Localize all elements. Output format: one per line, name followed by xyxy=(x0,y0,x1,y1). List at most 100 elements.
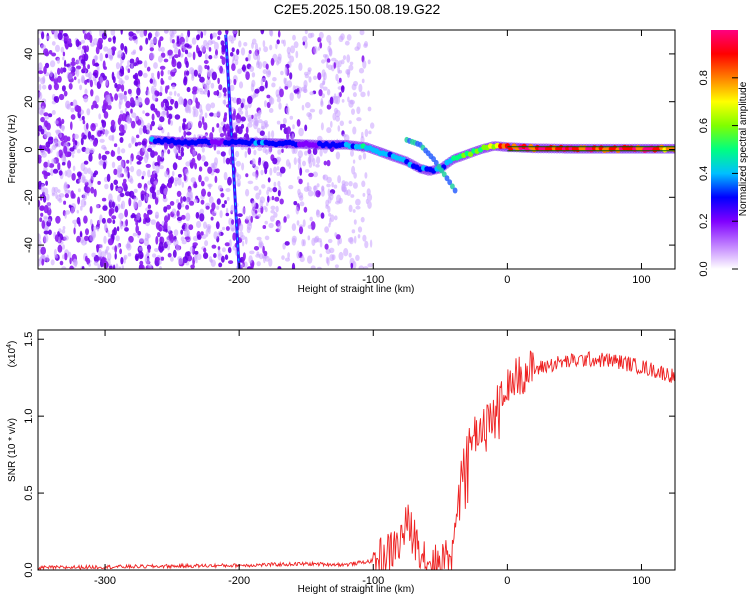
noise-speck xyxy=(188,67,195,75)
noise-speck xyxy=(221,255,225,263)
noise-speck xyxy=(136,169,142,177)
noise-speck xyxy=(212,32,217,38)
noise-speck xyxy=(154,197,159,205)
noise-speck xyxy=(313,185,317,191)
noise-speck xyxy=(55,129,61,134)
noise-speck xyxy=(77,106,82,113)
noise-speck xyxy=(68,38,72,45)
noise-speck xyxy=(350,149,354,157)
noise-speck xyxy=(266,94,271,99)
noise-speck xyxy=(44,120,48,128)
noise-speck xyxy=(67,251,72,259)
noise-speck xyxy=(150,103,156,111)
noise-speck xyxy=(356,117,362,122)
noise-speck xyxy=(201,188,206,197)
noise-speck xyxy=(65,100,70,109)
noise-speck xyxy=(319,42,323,49)
colorbar-tick-label: 0.2 xyxy=(698,214,710,229)
noise-speck xyxy=(64,181,68,189)
noise-speck xyxy=(105,246,110,251)
noise-speck xyxy=(216,123,220,128)
noise-speck xyxy=(367,59,371,65)
noise-speck xyxy=(70,121,73,130)
noise-speck xyxy=(193,198,198,204)
noise-speck xyxy=(158,55,163,63)
noise-speck xyxy=(232,30,237,35)
noise-speck xyxy=(352,182,358,189)
noise-speck xyxy=(147,122,151,128)
noise-speck xyxy=(341,184,347,193)
noise-speck xyxy=(107,37,112,43)
noise-speck xyxy=(98,248,102,258)
noise-speck xyxy=(203,252,209,259)
noise-speck xyxy=(268,108,274,113)
noise-speck xyxy=(157,155,161,164)
noise-speck xyxy=(327,188,331,197)
colorbar-label: Normalized spectral amplitude xyxy=(738,81,749,216)
noise-speck xyxy=(63,33,68,37)
noise-speck xyxy=(291,262,296,269)
noise-speck xyxy=(302,219,306,227)
noise-speck xyxy=(215,168,220,174)
noise-speck xyxy=(310,265,316,269)
noise-speck xyxy=(62,56,65,61)
noise-speck xyxy=(135,255,139,261)
noise-speck xyxy=(191,37,197,45)
noise-speck xyxy=(176,190,182,197)
noise-speck xyxy=(287,252,290,259)
noise-speck xyxy=(178,125,182,133)
noise-speck xyxy=(153,62,158,69)
noise-speck xyxy=(159,116,165,123)
noise-speck xyxy=(352,92,357,98)
noise-speck xyxy=(338,35,344,43)
noise-speck xyxy=(159,85,163,93)
noise-speck xyxy=(143,60,148,69)
noise-speck xyxy=(71,173,76,181)
noise-speck xyxy=(362,60,367,69)
noise-speck xyxy=(199,213,205,222)
noise-speck xyxy=(203,30,207,36)
noise-speck xyxy=(150,85,155,95)
noise-speck xyxy=(298,127,304,137)
noise-speck xyxy=(256,236,262,241)
noise-speck xyxy=(171,68,177,73)
noise-speck xyxy=(135,30,140,34)
noise-speck xyxy=(268,188,273,193)
noise-speck xyxy=(341,99,345,103)
noise-speck xyxy=(308,172,314,178)
noise-speck xyxy=(89,148,95,154)
noise-speck xyxy=(198,114,202,123)
noise-speck xyxy=(297,176,300,181)
noise-speck xyxy=(169,30,174,37)
noise-speck xyxy=(257,119,263,124)
noise-speck xyxy=(253,246,260,251)
noise-speck xyxy=(280,70,284,76)
noise-speck xyxy=(218,262,223,268)
noise-speck xyxy=(90,89,94,97)
noise-speck xyxy=(240,235,246,241)
noise-speck xyxy=(196,34,200,41)
noise-speck xyxy=(76,148,81,154)
noise-speck xyxy=(154,173,158,180)
noise-speck xyxy=(326,104,332,110)
noise-speck xyxy=(331,57,337,62)
noise-speck xyxy=(364,172,368,179)
noise-speck xyxy=(216,205,220,210)
noise-speck xyxy=(269,44,273,51)
snr-axes: -300 -200 -100 0 100 0.0 0.5 1.0 1.5 xyxy=(23,330,675,587)
noise-speck xyxy=(197,234,202,240)
noise-speck xyxy=(156,189,160,196)
noise-speck xyxy=(146,90,150,96)
noise-speck xyxy=(221,44,226,53)
noise-speck xyxy=(313,237,318,243)
noise-speck xyxy=(205,205,210,210)
noise-speck xyxy=(71,57,76,63)
noise-speck xyxy=(83,160,89,165)
secondary-trace-blob xyxy=(452,187,458,194)
noise-speck xyxy=(138,246,143,251)
noise-speck xyxy=(61,154,66,163)
noise-speck xyxy=(192,86,198,92)
noise-speck xyxy=(196,253,202,261)
noise-speck xyxy=(250,215,253,223)
noise-speck xyxy=(122,181,127,188)
